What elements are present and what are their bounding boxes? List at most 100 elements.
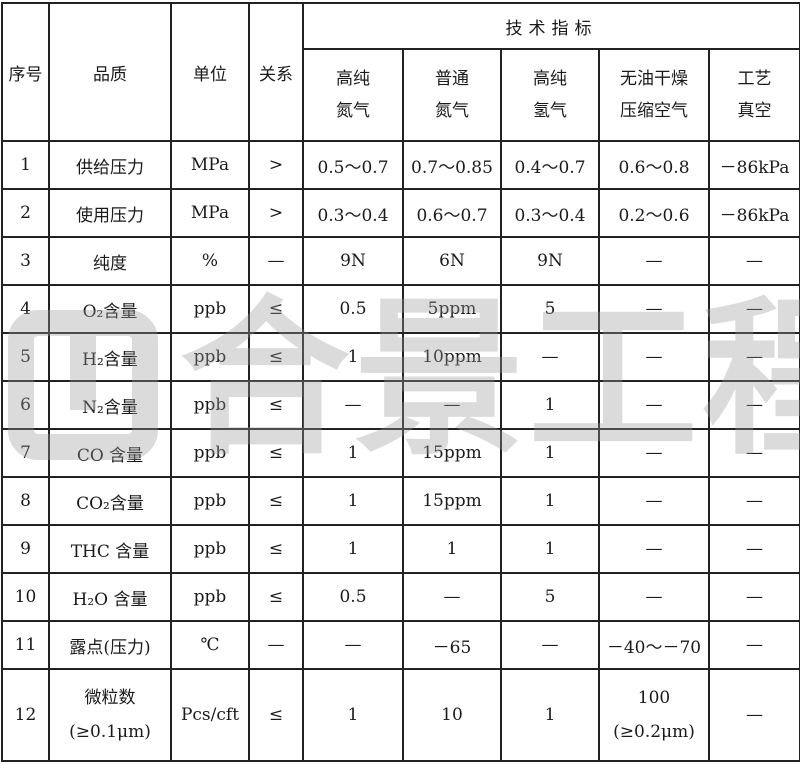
header-column: 工艺 真空: [707, 48, 800, 142]
cell-value: 1: [500, 668, 600, 762]
cell-value: 5ppm: [402, 284, 502, 334]
cell-value: —: [707, 524, 800, 574]
header-quality: 品质: [48, 2, 172, 142]
table-row: 10 H₂O 含量 ppb ≤0.5—5— —: [1, 572, 800, 622]
cell-quality: THC 含量: [48, 524, 172, 574]
header-column-line1: 工艺: [737, 69, 772, 89]
cell-value: —: [707, 428, 800, 478]
cell-value: 100 (≥0.2μm): [598, 668, 710, 762]
cell-value: —: [598, 284, 710, 334]
header-column-line1: 无油干燥: [620, 69, 688, 89]
cell-value: 1: [402, 524, 502, 574]
cell-relation: >: [248, 188, 304, 238]
cell-unit: ppb: [170, 476, 250, 526]
cell-value: 0.5: [302, 572, 404, 622]
header-column-line2: 压缩空气: [620, 101, 688, 121]
cell-seq: 11: [1, 620, 50, 670]
cell-seq: 1: [1, 140, 50, 190]
cell-relation: ≤: [248, 476, 304, 526]
cell-value: －86kPa: [707, 188, 800, 238]
header-column-line1: 普通: [435, 69, 469, 89]
header-seq: 序号: [1, 2, 50, 142]
table-row: 11 露点(压力) ℃ — — －65— －40～－70—: [1, 620, 800, 670]
cell-unit: ppb: [170, 572, 250, 622]
cell-value: 0.4～0.7: [500, 140, 600, 190]
cell-value: —: [707, 668, 800, 762]
cell-value: —: [707, 236, 800, 286]
cell-relation: —: [248, 620, 304, 670]
header-column: 高纯 氢气: [500, 48, 600, 142]
cell-relation: >: [248, 140, 304, 190]
cell-value: 0.3～0.4: [302, 188, 404, 238]
cell-relation: ≤: [248, 524, 304, 574]
cell-unit: %: [170, 236, 250, 286]
cell-quality: H₂含量: [48, 332, 172, 382]
cell-value: －86kPa: [707, 140, 800, 190]
cell-value: —: [707, 572, 800, 622]
cell-value: —: [707, 332, 800, 382]
cell-seq: 9: [1, 524, 50, 574]
header-column-line1: 高纯: [533, 69, 567, 89]
cell-value: —: [302, 380, 404, 430]
header-column-line2: 氢气: [533, 101, 567, 121]
cell-value: —: [707, 380, 800, 430]
cell-value: 15ppm: [402, 476, 502, 526]
cell-seq: 6: [1, 380, 50, 430]
cell-value: 1: [302, 524, 404, 574]
cell-unit: ppb: [170, 284, 250, 334]
cell-value: 0.6～0.8: [598, 140, 710, 190]
cell-value: 1: [302, 476, 404, 526]
cell-value: 9N: [500, 236, 600, 286]
cell-relation: ≤: [248, 284, 304, 334]
cell-unit: Pcs/cft: [170, 668, 250, 762]
cell-value: 0.6～0.7: [402, 188, 502, 238]
cell-value: —: [500, 620, 600, 670]
cell-value: —: [598, 428, 710, 478]
cell-value: —: [402, 380, 502, 430]
cell-seq: 5: [1, 332, 50, 382]
table-row: 12 微粒数 (≥0.1μm) Pcs/cft ≤1 10 1 100 (≥0.2μm) —: [1, 668, 800, 762]
table-row: 3 纯度% —9N 6N 9N — —: [1, 236, 800, 286]
cell-quality: 供给压力: [48, 140, 172, 190]
cell-value: －65: [402, 620, 502, 670]
cell-unit: MPa: [170, 140, 250, 190]
cell-relation: ≤: [248, 332, 304, 382]
cell-quality: CO₂含量: [48, 476, 172, 526]
cell-quality: 纯度: [48, 236, 172, 286]
cell-value: —: [598, 332, 710, 382]
header-tech-specs: 技术指标: [301, 2, 800, 50]
cell-unit: ppb: [170, 380, 250, 430]
header-column-line2: 氮气: [336, 101, 370, 121]
header-relation: 关系: [248, 2, 304, 142]
cell-value: 9N: [302, 236, 404, 286]
cell-value: －40～－70: [598, 620, 710, 670]
cell-value: 15ppm: [402, 428, 502, 478]
cell-value: —: [500, 332, 600, 382]
cell-relation: —: [248, 236, 304, 286]
cell-unit: ppb: [170, 332, 250, 382]
table-row: 9 THC 含量 ppb ≤1 1 1— —: [1, 524, 800, 574]
cell-relation: ≤: [248, 572, 304, 622]
table-row: 7 CO 含量 ppb ≤1 15ppm 1— —: [1, 428, 800, 478]
table-row: 4 O₂含量 ppb ≤0.5 5ppm 5— —: [1, 284, 800, 334]
cell-value: —: [707, 620, 800, 670]
cell-value: 0.3～0.4: [500, 188, 600, 238]
header-column: 普通 氮气: [402, 48, 502, 142]
cell-value: 0.7～0.85: [402, 140, 502, 190]
cell-value: 0.2～0.6: [598, 188, 710, 238]
cell-seq: 10: [1, 572, 50, 622]
cell-value: 1: [302, 668, 404, 762]
table-row: 8 CO₂含量 ppb ≤1 15ppm 1— —: [1, 476, 800, 526]
cell-value: 1: [302, 332, 404, 382]
cell-unit: ℃: [170, 620, 250, 670]
cell-unit: MPa: [170, 188, 250, 238]
cell-value: —: [302, 620, 404, 670]
cell-seq: 4: [1, 284, 50, 334]
cell-relation: ≤: [248, 668, 304, 762]
cell-unit: ppb: [170, 428, 250, 478]
cell-quality: 使用压力: [48, 188, 172, 238]
cell-seq: 8: [1, 476, 50, 526]
air-line2: (≥0.2μm): [613, 722, 695, 742]
cell-quality: O₂含量: [48, 284, 172, 334]
